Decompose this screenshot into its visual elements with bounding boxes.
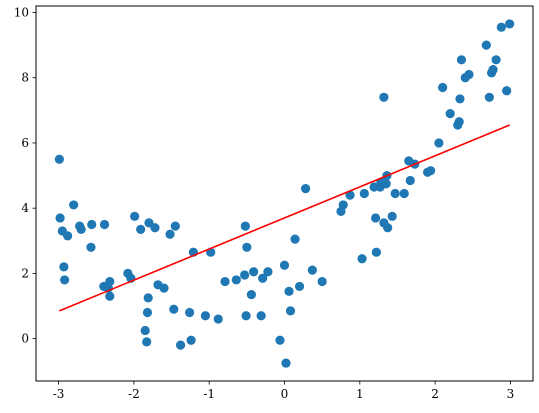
data-point	[307, 265, 317, 275]
data-point	[281, 358, 291, 368]
data-point	[159, 283, 169, 293]
data-point	[246, 289, 256, 300]
data-point	[300, 184, 311, 194]
data-point	[438, 82, 448, 93]
data-point	[240, 221, 250, 231]
y-tick-label: 0	[21, 332, 29, 346]
data-point	[263, 267, 273, 277]
x-tick-label: 1	[356, 387, 364, 401]
data-point	[505, 19, 515, 29]
data-point	[69, 200, 79, 210]
data-point	[359, 188, 369, 199]
data-point	[256, 311, 266, 321]
data-point	[488, 64, 498, 75]
data-point	[371, 247, 381, 257]
data-point	[142, 337, 152, 347]
y-tick-label: 6	[21, 136, 29, 150]
y-tick-label: 8	[21, 71, 29, 85]
axes: -3 -2 -1 0 1 2 3 0 2 4 6 8 10	[14, 5, 534, 401]
data-point	[213, 314, 223, 324]
data-point	[491, 55, 501, 65]
regression-line	[59, 124, 510, 312]
data-point	[231, 275, 241, 285]
data-point	[381, 179, 391, 189]
data-point	[242, 242, 252, 252]
y-axis-ticks: 0 2 4 6 8 10	[14, 6, 36, 346]
x-tick-label: 3	[507, 387, 515, 401]
data-point	[175, 340, 186, 350]
data-point	[200, 311, 211, 321]
y-tick-label: 10	[14, 6, 29, 20]
data-point	[54, 154, 64, 164]
data-point	[345, 190, 355, 200]
data-point	[150, 223, 160, 233]
scatter-points	[54, 19, 515, 368]
data-point	[399, 188, 409, 199]
data-point	[454, 117, 464, 127]
x-tick-label: -1	[203, 387, 215, 401]
data-point	[140, 325, 150, 336]
data-point	[390, 188, 400, 199]
data-point	[456, 55, 467, 65]
data-point	[294, 281, 305, 292]
data-point	[275, 335, 285, 345]
data-point	[165, 229, 175, 239]
data-point	[405, 175, 415, 186]
data-point	[76, 224, 86, 234]
data-point	[105, 291, 115, 301]
data-point	[87, 219, 97, 230]
data-point	[434, 138, 444, 148]
data-point	[425, 166, 436, 176]
data-point	[383, 223, 393, 233]
data-point	[290, 234, 300, 244]
data-point	[502, 86, 512, 96]
data-point	[455, 94, 465, 104]
data-point	[185, 307, 195, 318]
data-point	[63, 231, 73, 241]
data-point	[285, 306, 296, 316]
data-point	[481, 40, 491, 50]
x-tick-label: 0	[281, 387, 289, 401]
data-point	[143, 293, 153, 303]
y-tick-label: 2	[21, 266, 29, 280]
data-point	[445, 109, 455, 119]
data-point	[59, 262, 69, 272]
fit-lines	[59, 124, 510, 312]
data-point	[484, 92, 494, 102]
data-point	[60, 275, 70, 285]
data-point	[86, 242, 96, 252]
data-point	[170, 221, 180, 231]
data-point	[371, 213, 381, 223]
data-point	[186, 335, 196, 345]
data-point	[105, 276, 115, 287]
data-point	[241, 311, 251, 321]
data-point	[142, 307, 153, 318]
data-point	[239, 270, 250, 280]
x-tick-label: 2	[431, 387, 439, 401]
x-tick-label: -2	[128, 387, 140, 401]
x-axis-ticks: -3 -2 -1 0 1 2 3	[53, 381, 514, 401]
data-point	[169, 304, 179, 314]
data-point	[496, 22, 506, 32]
y-tick-label: 4	[21, 201, 29, 215]
data-point	[387, 211, 397, 221]
data-point	[55, 213, 65, 223]
data-point	[379, 92, 389, 102]
data-point	[136, 224, 146, 234]
data-point	[258, 273, 268, 283]
data-point	[99, 219, 110, 230]
data-point	[130, 211, 140, 221]
data-point	[284, 286, 294, 296]
data-point	[249, 267, 259, 277]
data-point	[220, 276, 230, 287]
data-point	[357, 254, 367, 264]
data-point	[464, 69, 474, 80]
data-point	[279, 260, 290, 270]
data-point	[317, 276, 327, 287]
x-tick-label: -3	[53, 387, 65, 401]
data-point	[338, 200, 348, 210]
